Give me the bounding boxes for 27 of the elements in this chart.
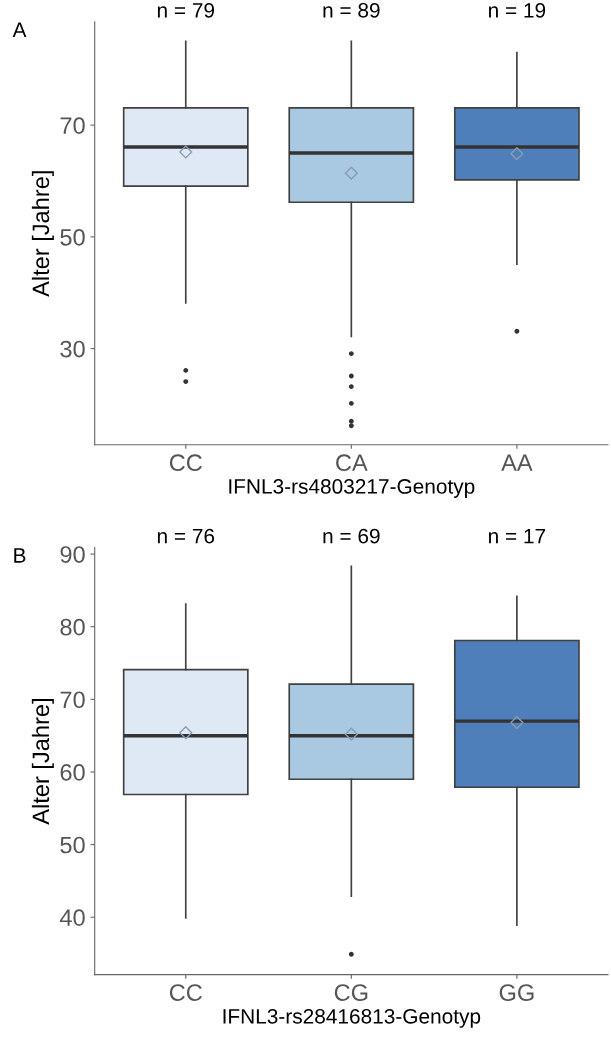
x-tick-label: CG [334, 984, 368, 1001]
y-tick-label: 60 [60, 764, 85, 781]
y-tick-label: 80 [60, 618, 85, 636]
y-tick-label: 50 [60, 836, 85, 854]
y-tick-label: 70 [60, 117, 85, 134]
y-tick-label: 70 [60, 691, 85, 709]
text: n = 76 [157, 528, 215, 544]
y-tick-label: 90 [60, 546, 85, 563]
x-tick-label: AA [501, 454, 533, 471]
x-tick-label: CA [336, 454, 368, 472]
text: n = 17 [489, 528, 546, 544]
x-tick-label: CC [169, 984, 202, 1001]
text: n = 19 [489, 2, 546, 18]
y-tick-label: 40 [59, 909, 85, 926]
text: A [12, 22, 27, 37]
x-axis-title: IFNL3-rs4803217-Genotyp [229, 479, 475, 498]
text: n = 69 [323, 528, 380, 544]
y-axis-title: Alter [Jahre] [31, 171, 54, 297]
y-tick-label: 30 [60, 340, 85, 358]
text: n = 89 [323, 2, 380, 18]
x-tick-label: GG [499, 984, 534, 1001]
text: B [14, 548, 26, 563]
x-tick-label: CC [169, 454, 202, 472]
y-axis-title: Alter [Jahre] [31, 699, 54, 825]
text: n = 79 [157, 2, 215, 18]
y-tick-label: 50 [60, 228, 85, 246]
x-axis-title: IFNL3-rs28416813-Genotyp [223, 1008, 481, 1028]
